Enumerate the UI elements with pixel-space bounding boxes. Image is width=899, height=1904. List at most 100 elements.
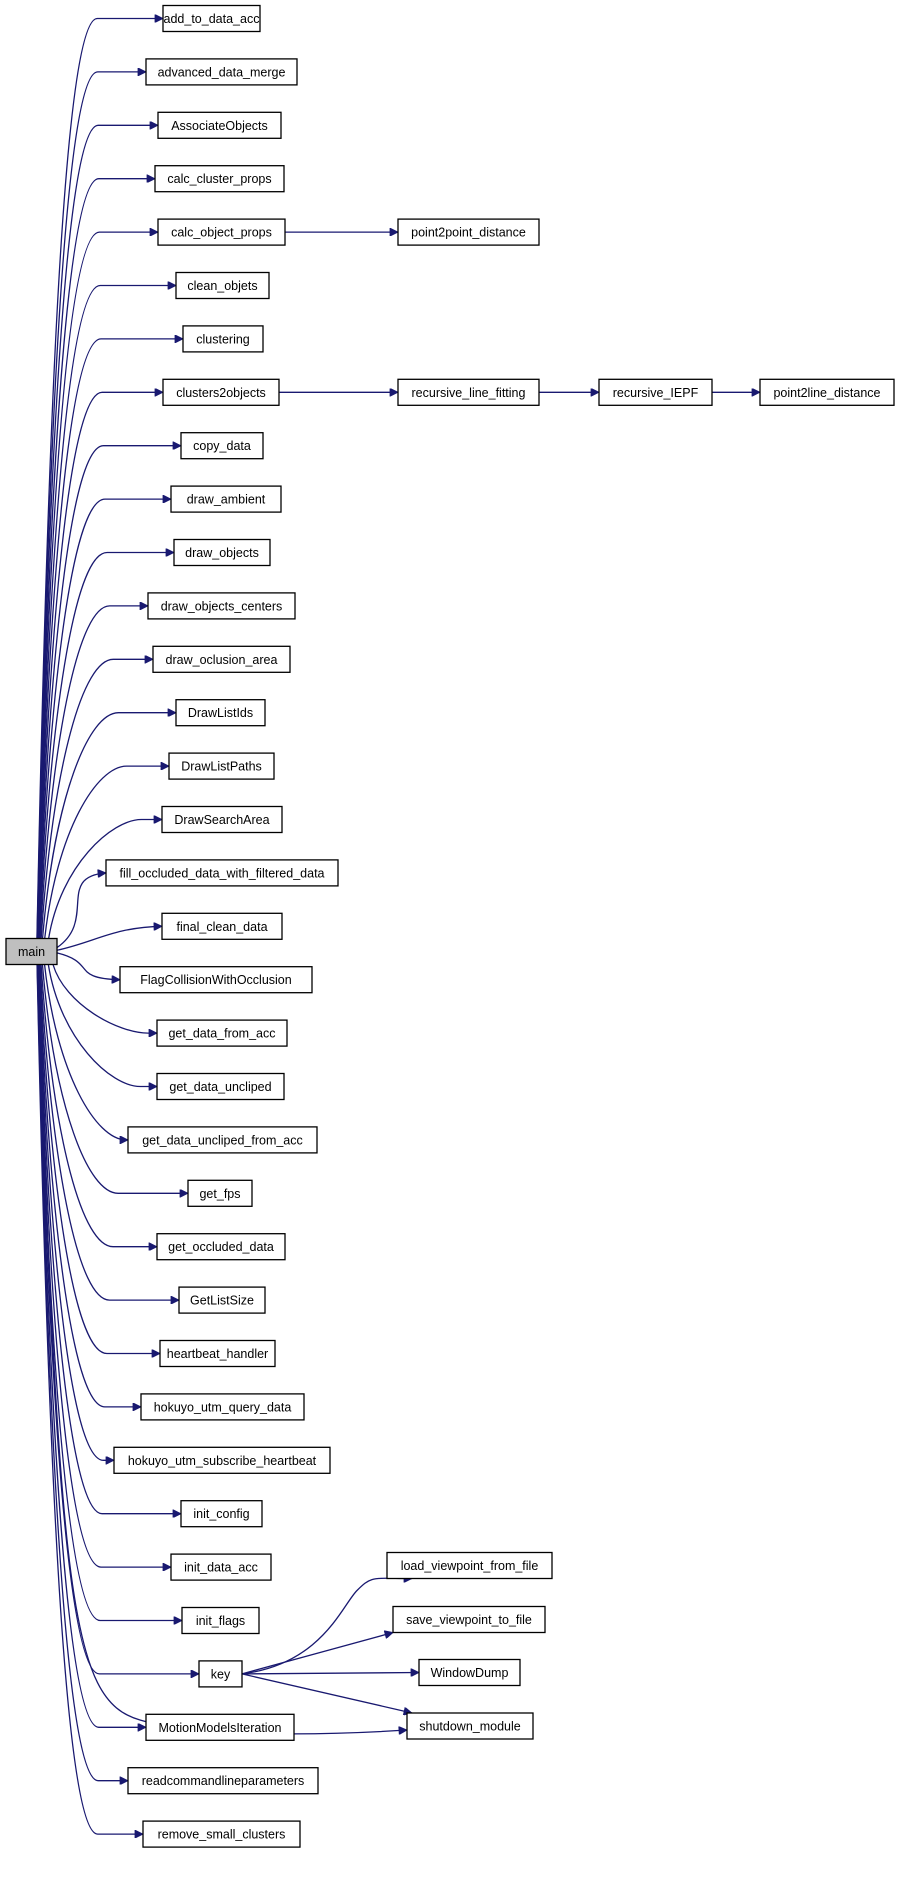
node-box bbox=[113, 1446, 331, 1474]
edge-main-to-draw-objects bbox=[38, 553, 174, 939]
node-point2point-distance[interactable]: point2point_distance bbox=[397, 218, 540, 246]
node-associate-objects[interactable]: AssociateObjects bbox=[157, 111, 282, 139]
node-draw-oclusion-area[interactable]: draw_oclusion_area bbox=[152, 645, 291, 673]
node-init-flags[interactable]: init_flags bbox=[181, 1606, 260, 1635]
node-point2line-distance[interactable]: point2line_distance bbox=[759, 378, 895, 406]
node-box bbox=[145, 1713, 295, 1741]
node-label: get_data_from_acc bbox=[168, 1027, 275, 1041]
node-box bbox=[140, 1393, 305, 1421]
node-label: save_viewpoint_to_file bbox=[406, 1613, 532, 1627]
node-box bbox=[175, 699, 266, 727]
node-box bbox=[142, 1820, 301, 1848]
node-label: main bbox=[18, 945, 45, 959]
node-key[interactable]: key bbox=[198, 1660, 243, 1688]
node-main[interactable]: main bbox=[5, 937, 58, 966]
node-box bbox=[157, 218, 286, 246]
node-draw-ambient[interactable]: draw_ambient bbox=[170, 485, 282, 513]
edge-main-to-associate-objects bbox=[36, 125, 158, 939]
node-clean-objets[interactable]: clean_objets bbox=[175, 271, 270, 300]
node-box bbox=[5, 937, 58, 966]
node-draw-objects[interactable]: draw_objects bbox=[173, 538, 271, 567]
node-label: add_to_data_acc bbox=[164, 12, 260, 26]
edge-main-to-draw-list-ids bbox=[41, 713, 176, 939]
edge-main-to-draw-objects-centers bbox=[39, 606, 148, 939]
node-label: DrawListPaths bbox=[181, 760, 262, 774]
edge-main-to-calc-object-props bbox=[36, 232, 158, 939]
node-advanced-data-merge[interactable]: advanced_data_merge bbox=[145, 58, 298, 86]
node-box bbox=[168, 752, 275, 780]
node-label: draw_objects_centers bbox=[161, 599, 283, 613]
edge-main-to-draw-search-area bbox=[47, 820, 162, 939]
node-draw-list-paths[interactable]: DrawListPaths bbox=[168, 752, 275, 780]
node-box bbox=[127, 1767, 319, 1795]
node-get-fps[interactable]: get_fps bbox=[187, 1179, 253, 1207]
node-box bbox=[175, 271, 270, 300]
node-init-data-acc[interactable]: init_data_acc bbox=[170, 1553, 272, 1581]
node-calc-object-props[interactable]: calc_object_props bbox=[157, 218, 286, 246]
node-box bbox=[152, 645, 291, 673]
node-clustering[interactable]: clustering bbox=[182, 325, 264, 353]
node-label: clean_objets bbox=[187, 279, 257, 293]
edges-layer bbox=[36, 19, 760, 1835]
node-box bbox=[198, 1660, 243, 1688]
node-clusters2objects[interactable]: clusters2objects bbox=[162, 378, 280, 406]
node-recursive-line-fitting[interactable]: recursive_line_fitting bbox=[397, 378, 540, 406]
node-label: calc_cluster_props bbox=[167, 172, 271, 186]
node-shutdown-module[interactable]: shutdown_module bbox=[406, 1712, 534, 1740]
node-copy-data[interactable]: copy_data bbox=[180, 432, 264, 460]
node-label: hokuyo_utm_subscribe_heartbeat bbox=[128, 1454, 317, 1468]
node-recursive-iepf[interactable]: recursive_IEPF bbox=[598, 378, 713, 406]
edge-main-to-draw-ambient bbox=[38, 499, 171, 939]
node-label: readcommandlineparameters bbox=[142, 1774, 305, 1788]
node-label: init_flags bbox=[196, 1614, 245, 1628]
edge-main-to-calc-cluster-props bbox=[36, 179, 155, 939]
node-load-viewpoint-from-file[interactable]: load_viewpoint_from_file bbox=[386, 1551, 553, 1580]
node-label: draw_oclusion_area bbox=[166, 653, 278, 667]
node-get-data-uncliped[interactable]: get_data_uncliped bbox=[156, 1072, 285, 1101]
node-draw-search-area[interactable]: DrawSearchArea bbox=[161, 805, 283, 834]
edge-main-to-get-occluded-data bbox=[40, 964, 157, 1247]
node-draw-list-ids[interactable]: DrawListIds bbox=[175, 699, 266, 727]
node-label: final_clean_data bbox=[176, 920, 267, 934]
edge-main-to-get-data-from-acc bbox=[52, 964, 157, 1034]
node-init-config[interactable]: init_config bbox=[180, 1500, 263, 1528]
node-label: calc_object_props bbox=[171, 226, 272, 240]
node-get-data-from-acc[interactable]: get_data_from_acc bbox=[156, 1019, 288, 1047]
edge-main-to-clusters2objects bbox=[37, 392, 163, 939]
node-box bbox=[173, 538, 271, 567]
node-fill-occluded-data-with-filtered-data[interactable]: fill_occluded_data_with_filtered_data bbox=[105, 859, 339, 887]
node-get-occluded-data[interactable]: get_occluded_data bbox=[156, 1233, 286, 1261]
edge-main-to-get-data-uncliped bbox=[47, 964, 157, 1087]
edge-main-to-get-data-uncliped-from-acc bbox=[43, 964, 128, 1140]
node-label: init_data_acc bbox=[184, 1561, 258, 1575]
node-save-viewpoint-to-file[interactable]: save_viewpoint_to_file bbox=[392, 1605, 546, 1634]
edge-key-to-save-viewpoint-to-file bbox=[241, 1633, 393, 1675]
node-motion-models-iteration[interactable]: MotionModelsIteration bbox=[145, 1713, 295, 1741]
node-box bbox=[161, 912, 283, 940]
node-box bbox=[157, 111, 282, 139]
node-heartbeat-handler[interactable]: heartbeat_handler bbox=[159, 1339, 276, 1368]
node-label: get_fps bbox=[199, 1187, 240, 1201]
edge-main-to-draw-list-paths bbox=[44, 766, 169, 939]
node-hokuyo-utm-subscribe-heartbeat[interactable]: hokuyo_utm_subscribe_heartbeat bbox=[113, 1446, 331, 1474]
edge-main-to-get-fps bbox=[41, 964, 188, 1194]
node-label: draw_objects bbox=[185, 546, 259, 560]
node-window-dump[interactable]: WindowDump bbox=[418, 1658, 521, 1687]
node-draw-objects-centers[interactable]: draw_objects_centers bbox=[147, 592, 296, 620]
edge-main-to-final-clean-data bbox=[56, 926, 162, 951]
node-calc-cluster-props[interactable]: calc_cluster_props bbox=[154, 165, 285, 193]
node-add-to-data-acc[interactable]: add_to_data_acc bbox=[162, 4, 261, 33]
node-label: recursive_IEPF bbox=[613, 386, 699, 400]
node-box bbox=[170, 485, 282, 513]
node-label: recursive_line_fitting bbox=[412, 386, 526, 400]
node-box bbox=[397, 378, 540, 406]
node-remove-small-clusters[interactable]: remove_small_clusters bbox=[142, 1820, 301, 1848]
node-get-list-size[interactable]: GetListSize bbox=[178, 1286, 266, 1314]
node-box bbox=[156, 1233, 286, 1261]
node-readcommandlineparameters[interactable]: readcommandlineparameters bbox=[127, 1767, 319, 1795]
node-hokuyo-utm-query-data[interactable]: hokuyo_utm_query_data bbox=[140, 1393, 305, 1421]
node-get-data-uncliped-from-acc[interactable]: get_data_uncliped_from_acc bbox=[127, 1126, 318, 1154]
node-flag-collision-with-occlusion[interactable]: FlagCollisionWithOcclusion bbox=[119, 966, 313, 994]
node-final-clean-data[interactable]: final_clean_data bbox=[161, 912, 283, 940]
node-box bbox=[170, 1553, 272, 1581]
